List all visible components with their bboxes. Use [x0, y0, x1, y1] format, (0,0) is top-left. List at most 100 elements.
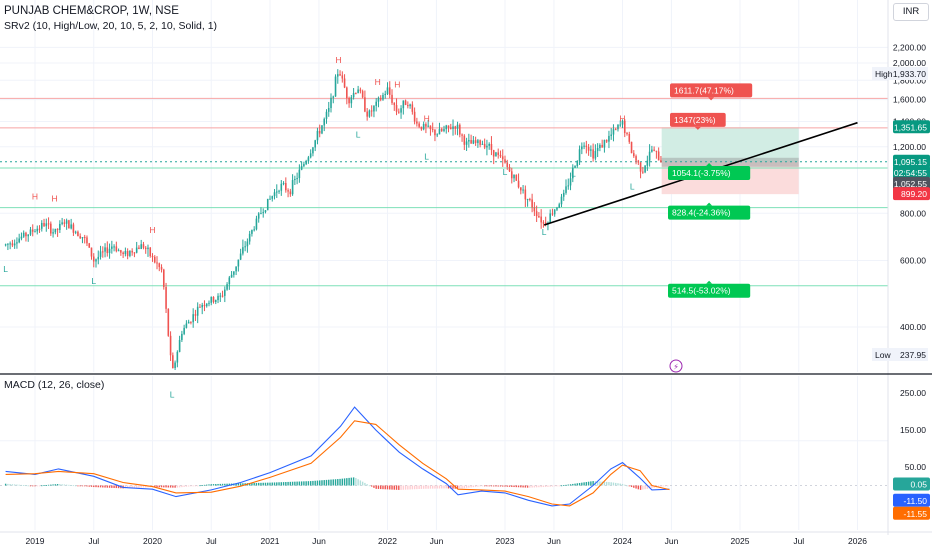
macd-histogram-bar: [633, 485, 635, 488]
candle-body: [194, 314, 197, 316]
macd-histogram-bar: [542, 485, 545, 488]
level-tag-text: 514.5(-53.02%): [672, 286, 731, 296]
macd-histogram-bar: [145, 485, 147, 488]
macd-histogram-bar: [515, 485, 517, 488]
candle-body: [350, 97, 353, 104]
macd-histogram-bar: [203, 484, 206, 486]
candle-body: [36, 228, 39, 232]
price-tick-label: 1,600.00: [893, 95, 926, 105]
macd-histogram-bar: [610, 482, 612, 486]
macd-legend[interactable]: MACD (12, 26, close): [4, 379, 105, 391]
macd-histogram-bar: [264, 482, 267, 486]
histogram-value-label: 0.05: [910, 480, 927, 490]
candle-body: [160, 267, 163, 270]
macd-histogram-bar: [27, 485, 29, 487]
candle-body: [429, 125, 432, 130]
candle-body: [285, 183, 287, 191]
macd-histogram-bar: [370, 485, 373, 487]
candle-body: [117, 250, 120, 252]
macd-tick-label: 50.00: [905, 462, 927, 472]
candle-body: [438, 129, 441, 135]
candle-body: [244, 246, 246, 248]
symbol-title[interactable]: PUNJAB CHEM&CROP, 1W, NSE: [4, 5, 179, 17]
low-tag-key: Low: [875, 350, 891, 360]
stop-price-label: 899.20: [901, 189, 927, 199]
macd-histogram-bar: [630, 485, 633, 488]
macd-histogram-bar: [605, 481, 608, 486]
candle-body: [199, 306, 201, 308]
candle-body: [56, 228, 59, 230]
candle-body: [156, 262, 158, 264]
candle-body: [115, 246, 118, 252]
macd-histogram-bar: [642, 485, 644, 490]
macd-histogram-bar: [269, 482, 271, 486]
candle-body: [205, 303, 208, 307]
macd-histogram-bar: [617, 483, 619, 486]
macd-histogram-bar: [508, 485, 511, 487]
last-price-label: 1,095.15: [894, 157, 927, 167]
macd-histogram-bar: [337, 479, 339, 486]
macd-histogram-bar: [178, 485, 181, 488]
candle-body: [404, 100, 407, 106]
macd-histogram-bar: [513, 485, 515, 488]
countdown-label-box: [893, 165, 930, 179]
candle-body: [621, 120, 624, 125]
time-tick-label: Jun: [430, 536, 444, 546]
candle-body: [370, 110, 373, 112]
macd-histogram-bar: [11, 484, 14, 486]
candle-body: [242, 247, 244, 254]
signal-line: [5, 420, 670, 507]
candle-body: [210, 296, 213, 303]
pivot-low-label: L: [542, 227, 547, 237]
macd-histogram-bar: [538, 485, 540, 488]
candle-body: [126, 251, 129, 256]
macd-histogram-bar: [445, 485, 447, 489]
macd-histogram-bar: [357, 479, 359, 486]
candle-body: [16, 242, 18, 244]
macd-histogram-bar: [88, 485, 90, 487]
candle-body: [436, 134, 439, 136]
candle-body: [567, 185, 570, 187]
candle-body: [413, 111, 416, 122]
indicator-legend[interactable]: SRv2 (10, High/Low, 20, 10, 5, 2, 10, So…: [4, 20, 218, 32]
candle-body: [508, 167, 511, 172]
candle-body: [230, 274, 233, 278]
candle-body: [434, 129, 436, 136]
macd-histogram-bar: [644, 485, 646, 490]
candle-body: [492, 150, 495, 157]
macd-histogram-bar: [346, 478, 348, 486]
macd-histogram-bar: [567, 484, 569, 486]
candle-body: [298, 169, 301, 179]
candle-body: [291, 180, 294, 195]
candle-body: [483, 143, 486, 148]
trendline-price-label-box: [893, 176, 930, 190]
candle-body: [271, 196, 274, 199]
macd-histogram-bar: [400, 485, 402, 490]
macd-histogram-bar: [517, 485, 520, 488]
macd-value-label: -11.50: [904, 496, 928, 506]
macd-histogram-bar: [386, 485, 389, 490]
candle-body: [499, 154, 502, 157]
candle-body: [45, 223, 48, 227]
candle-body: [470, 140, 472, 144]
macd-histogram-bar: [38, 485, 41, 487]
candle-body: [246, 241, 249, 247]
price-tick-label: 2,200.00: [893, 42, 926, 52]
macd-histogram-bar: [479, 485, 481, 487]
currency-selector[interactable]: INR: [893, 3, 929, 21]
macd-histogram-bar: [298, 481, 301, 486]
macd-histogram-bar: [431, 485, 434, 489]
candle-body: [309, 153, 312, 158]
macd-histogram-bar: [56, 484, 59, 486]
candle-body: [601, 144, 603, 148]
macd-histogram-bar: [23, 485, 25, 486]
macd-histogram-bar: [43, 485, 45, 486]
macd-histogram-bar: [434, 485, 436, 489]
level-tag-arrow: [706, 202, 713, 206]
candle-body: [357, 89, 359, 94]
candle-body: [558, 204, 561, 208]
macd-histogram-bar: [422, 485, 425, 489]
macd-histogram-bar: [278, 482, 280, 486]
candle-body: [113, 246, 115, 248]
